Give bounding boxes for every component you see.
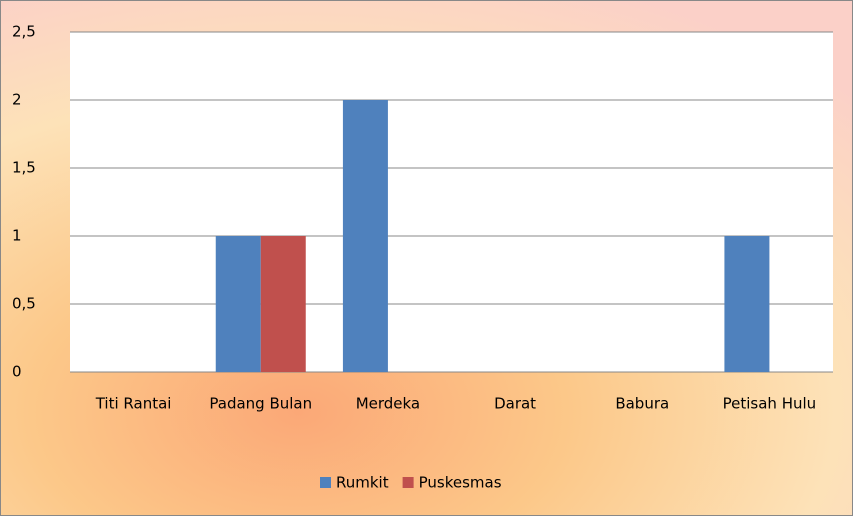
x-tick-label: Padang Bulan: [209, 395, 312, 413]
y-tick-label: 2,5: [12, 23, 36, 41]
y-tick-label: 1,5: [12, 159, 36, 177]
bar: [724, 236, 770, 372]
x-tick-label: Merdeka: [356, 395, 420, 413]
legend-label: Puskesmas: [419, 474, 502, 492]
legend-swatch: [402, 477, 414, 488]
x-tick-label: Babura: [615, 395, 669, 413]
x-tick-label: Titi Rantai: [95, 395, 172, 413]
legend-label: Rumkit: [336, 474, 389, 492]
bar: [215, 236, 261, 372]
plot-area: [70, 32, 833, 372]
y-tick-label: 0,5: [12, 295, 36, 313]
bar: [342, 100, 388, 372]
y-tick-label: 0: [12, 363, 22, 381]
x-tick-label: Darat: [494, 395, 536, 413]
bar: [260, 236, 306, 372]
x-tick-label: Petisah Hulu: [723, 395, 817, 413]
y-tick-label: 2: [12, 91, 22, 109]
y-tick-label: 1: [12, 227, 22, 245]
legend-swatch: [320, 477, 331, 488]
